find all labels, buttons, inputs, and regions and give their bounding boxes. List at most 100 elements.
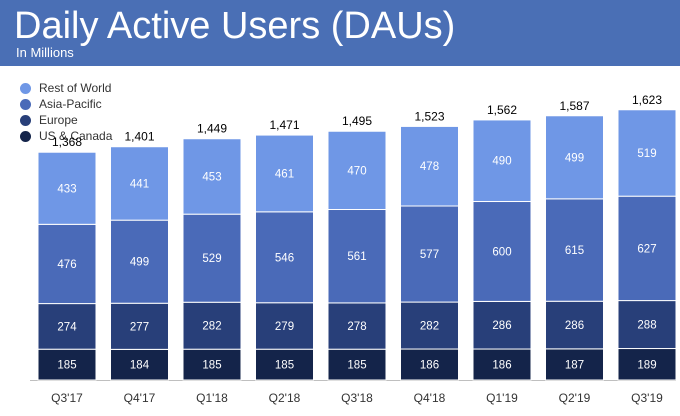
legend-label: Europe [39, 113, 78, 127]
segment-value-label: 546 [275, 252, 294, 264]
title-banner: Daily Active Users (DAUs) In Millions [0, 0, 680, 66]
x-tick-label: Q3'18 [341, 391, 373, 405]
segment-value-label: 189 [637, 359, 656, 371]
segment-value-label: 278 [347, 321, 366, 333]
bar-segment [472, 119, 532, 203]
bar-segment [617, 109, 677, 197]
segment-value-label: 185 [275, 360, 294, 372]
legend-item-europe: Europe [20, 112, 112, 128]
bar-segment [255, 134, 314, 213]
legend-item-rest-of-world: Rest of World [20, 80, 112, 96]
legend-swatch-asia-pacific [20, 98, 31, 110]
bar-segment [400, 125, 459, 207]
x-tick-label: Q1'18 [196, 391, 228, 405]
segment-value-label: 186 [492, 360, 511, 372]
segment-value-label: 529 [202, 253, 221, 265]
legend-label: Asia-Pacific [39, 97, 102, 111]
bar-total-label: 1,562 [487, 103, 517, 117]
bar-segment [472, 201, 532, 302]
segment-value-label: 476 [57, 259, 76, 271]
bar-segment [110, 219, 169, 304]
segment-value-label: 277 [130, 321, 149, 333]
bar-total-label: 1,368 [52, 135, 82, 149]
bar-segment [545, 115, 604, 200]
bar-segment [400, 348, 459, 381]
segment-value-label: 453 [202, 171, 221, 183]
bar-total-label: 1,449 [197, 122, 227, 136]
segment-value-label: 186 [420, 360, 439, 372]
segment-value-label: 279 [275, 321, 294, 333]
bar-segment [472, 300, 532, 350]
bar-segment [182, 138, 242, 215]
segment-value-label: 187 [565, 359, 584, 371]
bar-segment [327, 348, 387, 381]
segment-value-label: 470 [347, 165, 366, 177]
segment-value-label: 499 [130, 257, 149, 269]
bar-segment [545, 198, 604, 302]
bar-total-label: 1,471 [269, 118, 299, 132]
bar-segment [400, 205, 459, 303]
x-tick-label: Q1'19 [486, 391, 518, 405]
segment-value-label: 185 [57, 360, 76, 372]
segment-value-label: 286 [492, 320, 511, 332]
x-tick-label: Q2'19 [559, 391, 591, 405]
bar-total-label: 1,623 [632, 93, 662, 107]
bar-segment [182, 348, 242, 381]
segment-value-label: 499 [565, 152, 584, 164]
page-subtitle: In Millions [16, 45, 74, 60]
segment-value-label: 282 [420, 321, 439, 333]
segment-value-label: 461 [275, 168, 294, 180]
page-title: Daily Active Users (DAUs) [14, 5, 456, 47]
segment-value-label: 627 [637, 243, 656, 255]
x-tick-label: Q3'19 [631, 391, 663, 405]
bar-segment [182, 301, 242, 350]
bar-segment [327, 302, 387, 350]
bar-segment [110, 302, 169, 350]
bar-total-label: 1,401 [124, 130, 154, 144]
bar-segment [110, 146, 169, 221]
segment-value-label: 185 [347, 360, 366, 372]
segment-value-label: 288 [637, 320, 656, 332]
segment-value-label: 282 [202, 321, 221, 333]
x-tick-label: Q3'17 [51, 391, 83, 405]
segment-value-label: 274 [57, 321, 77, 333]
legend-item-asia-pacific: Asia-Pacific [20, 96, 112, 112]
bar-segment [327, 209, 387, 304]
bar-segment [327, 130, 387, 211]
x-tick-label: Q4'17 [124, 391, 156, 405]
segment-value-label: 615 [565, 245, 584, 257]
bar-segment [472, 348, 532, 381]
bar-segment [400, 301, 459, 350]
segment-value-label: 286 [565, 320, 584, 332]
legend-swatch-rest-of-world [20, 82, 31, 94]
segment-value-label: 577 [420, 249, 439, 261]
segment-value-label: 490 [492, 156, 511, 168]
legend-item-us-canada: US & Canada [20, 128, 112, 144]
segment-value-label: 561 [347, 251, 366, 263]
bar-total-label: 1,587 [559, 99, 589, 113]
legend-swatch-us-canada [20, 130, 31, 142]
segment-value-label: 441 [130, 178, 149, 190]
segment-value-label: 185 [202, 360, 221, 372]
legend-label: Rest of World [39, 81, 112, 95]
segment-value-label: 478 [420, 161, 439, 173]
bar-segment [617, 348, 677, 381]
chart-legend: Rest of World Asia-Pacific Europe US & C… [20, 80, 112, 144]
bar-segment [182, 213, 242, 303]
x-tick-label: Q2'18 [269, 391, 301, 405]
bar-total-label: 1,523 [414, 109, 444, 123]
legend-swatch-europe [20, 114, 31, 126]
bar-segment [617, 195, 677, 302]
segment-value-label: 600 [492, 246, 511, 258]
bar-segment [617, 300, 677, 350]
bar-segment [37, 348, 97, 381]
legend-label: US & Canada [39, 129, 113, 143]
bar-segment [37, 151, 97, 225]
bar-total-label: 1,495 [342, 114, 372, 128]
x-tick-label: Q4'18 [414, 391, 446, 405]
bar-segment [255, 211, 314, 304]
segment-value-label: 433 [57, 183, 76, 195]
segment-value-label: 519 [637, 148, 656, 160]
segment-value-label: 184 [130, 360, 150, 372]
